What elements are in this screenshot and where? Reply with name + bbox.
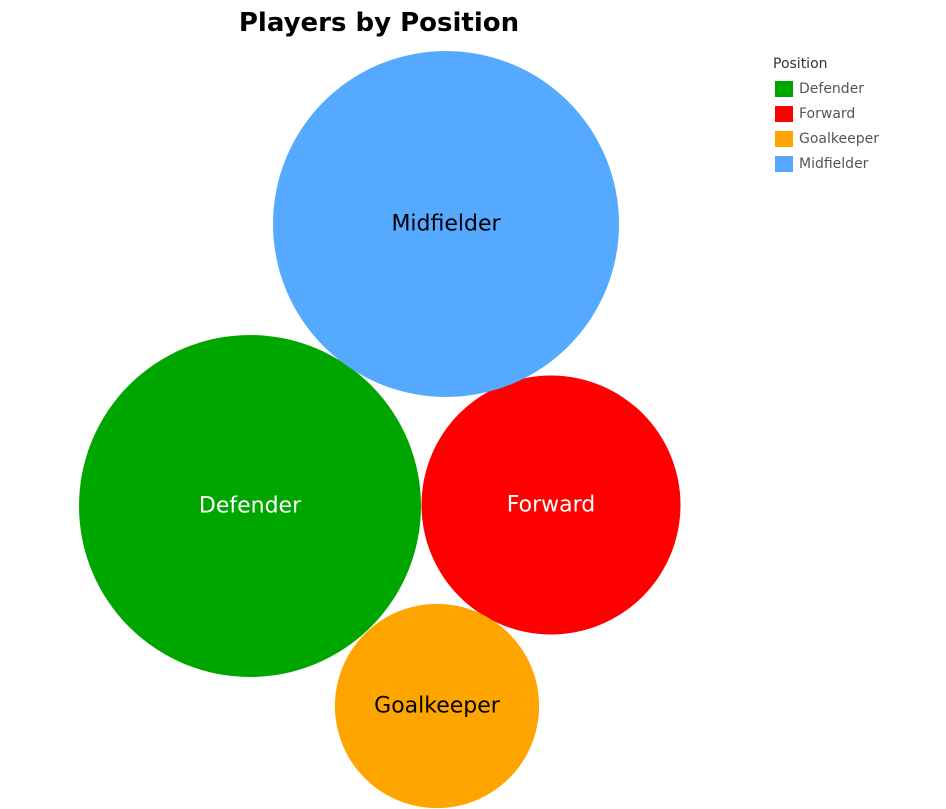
bubble-midfielder[interactable]: Midfielder: [273, 51, 619, 397]
legend: Position Defender Forward Goalkeeper Mid…: [773, 56, 879, 176]
bubble-label-goalkeeper: Goalkeeper: [374, 694, 501, 719]
chart-title: Players by Position: [238, 8, 520, 38]
bubble-circle-defender[interactable]: [79, 335, 421, 677]
bubble-label-midfielder: Midfielder: [391, 212, 501, 237]
legend-item-midfielder[interactable]: Midfielder: [773, 151, 879, 176]
bubble-label-defender: Defender: [199, 494, 302, 519]
legend-label: Goalkeeper: [799, 130, 879, 147]
legend-label: Forward: [799, 105, 856, 122]
legend-swatch: [775, 155, 793, 172]
legend-title: Position: [773, 56, 828, 72]
bubble-circle-goalkeeper[interactable]: [334, 603, 540, 809]
bubble-circle-midfielder[interactable]: [273, 51, 619, 397]
legend-item-forward[interactable]: Forward: [773, 101, 879, 126]
legend-swatch: [775, 105, 793, 122]
legend-label: Midfielder: [799, 155, 869, 172]
legend-swatch: [775, 80, 793, 97]
legend-item-goalkeeper[interactable]: Goalkeeper: [773, 126, 879, 151]
bubble-label-forward: Forward: [507, 493, 595, 518]
bubble-circle-forward[interactable]: [421, 375, 681, 635]
legend-item-defender[interactable]: Defender: [773, 76, 879, 101]
bubble-forward[interactable]: Forward: [421, 375, 681, 635]
bubble-defender[interactable]: Defender: [79, 335, 421, 677]
legend-label: Defender: [799, 80, 865, 97]
bubble-goalkeeper[interactable]: Goalkeeper: [334, 603, 540, 809]
legend-swatch: [775, 130, 793, 147]
